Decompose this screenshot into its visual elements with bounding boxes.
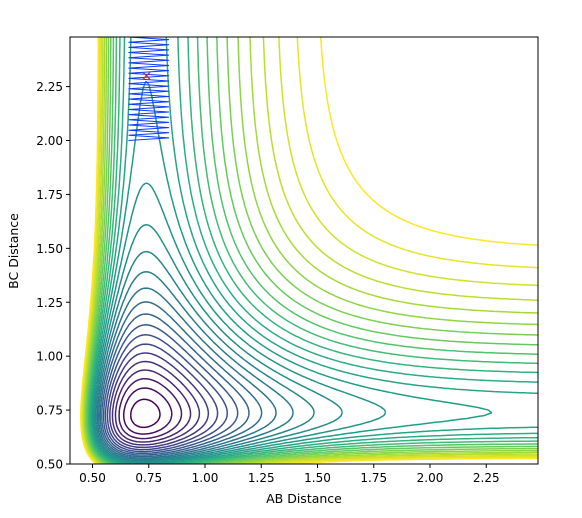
x-tick-label: 1.00: [192, 471, 219, 485]
y-tick-label: 1.00: [36, 350, 63, 364]
contour-level: [93, 223, 343, 463]
contour-level: [86, 37, 538, 464]
contour-level: [92, 182, 387, 464]
contour-level: [99, 301, 263, 458]
x-tick-label: 2.00: [417, 471, 444, 485]
contour-level: [82, 37, 538, 464]
y-tick-label: 2.25: [36, 80, 63, 94]
contour-level: [102, 324, 239, 455]
contour-level: [90, 37, 538, 464]
x-tick-label: 1.75: [360, 471, 387, 485]
contour-level: [80, 37, 538, 464]
x-tick-label: 0.50: [79, 471, 106, 485]
y-tick-label: 0.75: [36, 404, 63, 418]
contour-level: [101, 313, 250, 456]
y-tick-label: 1.25: [36, 296, 63, 310]
y-axis: 0.50 0.75 1.00 1.25 1.50 1.75 2.00 2.25: [36, 80, 70, 472]
x-tick-label: 0.75: [135, 471, 162, 485]
y-tick-label: 1.75: [36, 188, 63, 202]
contour-level: [80, 37, 538, 464]
contour-level: [81, 37, 538, 464]
x-axis-label: AB Distance: [266, 491, 342, 506]
contour-level: [89, 37, 538, 464]
contour-level: [129, 398, 161, 429]
x-tick-label: 1.25: [248, 471, 275, 485]
contour-level: [95, 250, 315, 462]
contour-level: [96, 270, 294, 461]
contour-level: [84, 37, 538, 464]
contour-lines: [80, 37, 538, 464]
contour-level: [88, 37, 538, 464]
contour-level: [83, 37, 538, 464]
trajectory-path: [128, 37, 170, 141]
contour-level: [106, 343, 219, 451]
x-tick-label: 1.50: [304, 471, 331, 485]
y-tick-label: 2.00: [36, 134, 63, 148]
plot-frame: [69, 36, 539, 465]
contour-level: [122, 387, 173, 435]
y-tick-label: 1.50: [36, 242, 63, 256]
contour-level: [83, 37, 538, 464]
contour-level: [104, 334, 229, 453]
contour-level: [111, 360, 201, 446]
start-marker-x: [142, 71, 151, 80]
contour-level: [85, 37, 538, 464]
contour-level: [114, 369, 192, 443]
y-tick-label: 0.50: [36, 458, 63, 472]
x-tick-label: 2.25: [473, 471, 500, 485]
start-marker: [142, 71, 151, 80]
contour-level: [91, 80, 493, 464]
contour-level: [97, 287, 277, 459]
contour-level: [118, 377, 183, 440]
x-axis: 0.50 0.75 1.00 1.25 1.50 1.75 2.00 2.25: [79, 464, 500, 485]
y-axis-label: BC Distance: [6, 213, 21, 289]
trajectory-lines: [128, 37, 170, 141]
contour-level: [109, 352, 210, 449]
contour-level: [87, 37, 538, 464]
